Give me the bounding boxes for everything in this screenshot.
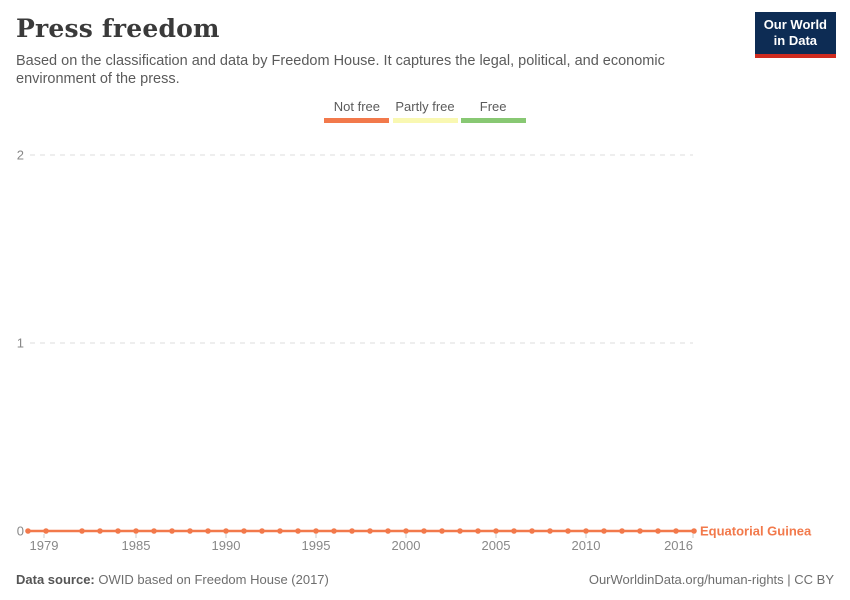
data-source-label: Data source:	[16, 572, 95, 587]
data-point-2012[interactable]	[619, 528, 625, 534]
data-point-1991[interactable]	[241, 528, 247, 534]
data-point-1983[interactable]	[97, 528, 103, 534]
data-point-2005[interactable]	[493, 528, 499, 534]
data-point-1989[interactable]	[205, 528, 211, 534]
data-point-2014[interactable]	[655, 528, 661, 534]
x-axis-tick-label-1979: 1979	[30, 538, 59, 553]
data-source-text: OWID based on Freedom House (2017)	[94, 572, 329, 587]
line-chart-svg[interactable]: 0 1 2 1979 1985 1990 1995 2000 2005 2010 2016 Equat…	[0, 132, 850, 556]
legend-item-free[interactable]: Free	[460, 99, 526, 123]
y-axis-tick-label-1: 1	[17, 336, 24, 351]
data-point-1998[interactable]	[367, 528, 373, 534]
data-point-1985[interactable]	[133, 528, 139, 534]
data-point-1992[interactable]	[259, 528, 265, 534]
page-title: Press freedom	[16, 14, 220, 43]
data-point-2007[interactable]	[529, 528, 535, 534]
legend-item-not-free[interactable]: Not free	[324, 99, 390, 123]
data-point-1986[interactable]	[151, 528, 157, 534]
footer-link[interactable]: OurWorldinData.org/human-rights | CC BY	[588, 572, 834, 587]
data-point-2008[interactable]	[547, 528, 553, 534]
data-point-1990[interactable]	[223, 528, 229, 534]
data-point-2013[interactable]	[637, 528, 643, 534]
x-axis-tick-label-2016: 2016	[664, 538, 693, 553]
data-point-2011[interactable]	[601, 528, 607, 534]
data-point-1995[interactable]	[313, 528, 319, 534]
x-axis-tick-label-2000: 2000	[392, 538, 421, 553]
x-axis-tick-label-2005: 2005	[482, 538, 511, 553]
data-point-2009[interactable]	[565, 528, 571, 534]
data-point-2006[interactable]	[511, 528, 517, 534]
chart-header: Press freedom Based on the classificatio…	[16, 14, 730, 88]
owid-logo[interactable]: Our World in Data	[754, 12, 836, 58]
data-point-1982[interactable]	[79, 528, 85, 534]
data-point-2004[interactable]	[475, 528, 481, 534]
legend-label: Not free	[333, 99, 380, 114]
data-point-1996[interactable]	[331, 528, 337, 534]
chart-area[interactable]: 0 1 2 1979 1985 1990 1995 2000 2005 2010 2016 Equat…	[0, 132, 850, 556]
x-axis-tick-label-1990: 1990	[212, 538, 241, 553]
legend-color-swatch	[392, 118, 458, 123]
legend-color-swatch	[324, 118, 390, 123]
data-point-1988[interactable]	[187, 528, 193, 534]
chart-footer: Data source: OWID based on Freedom House…	[16, 572, 834, 587]
data-point-1997[interactable]	[349, 528, 355, 534]
y-axis-tick-label-2: 2	[17, 148, 24, 163]
x-axis-tick-label-1985: 1985	[122, 538, 151, 553]
data-point-1993[interactable]	[277, 528, 283, 534]
data-source-note: Data source: OWID based on Freedom House…	[16, 572, 329, 587]
data-point-1994[interactable]	[295, 528, 301, 534]
owid-logo-line1: Our World	[763, 17, 827, 32]
legend-color-swatch	[460, 118, 526, 123]
y-axis-tick-label-0: 0	[17, 524, 24, 539]
x-axis-tick-label-2010: 2010	[572, 538, 601, 553]
data-point-1987[interactable]	[169, 528, 175, 534]
data-point-2001[interactable]	[421, 528, 427, 534]
data-point-2016[interactable]	[691, 528, 697, 534]
category-legend: Not free Partly free Free	[0, 99, 850, 123]
data-point-1984[interactable]	[115, 528, 121, 534]
data-point-1980[interactable]	[43, 528, 49, 534]
data-point-1999[interactable]	[385, 528, 391, 534]
data-point-2000[interactable]	[403, 528, 409, 534]
data-point-1979[interactable]	[25, 528, 31, 534]
chart-subtitle: Based on the classification and data by …	[16, 53, 665, 88]
legend-label: Partly free	[395, 99, 455, 114]
legend-label: Free	[479, 99, 507, 114]
x-axis-tick-label-1995: 1995	[302, 538, 331, 553]
data-point-2015[interactable]	[673, 528, 679, 534]
owid-logo-line2: in Data	[773, 33, 818, 49]
data-point-2003[interactable]	[457, 528, 463, 534]
entity-label[interactable]: Equatorial Guinea	[700, 524, 812, 539]
data-point-2002[interactable]	[439, 528, 445, 534]
data-point-2010[interactable]	[583, 528, 589, 534]
legend-item-partly-free[interactable]: Partly free	[391, 99, 458, 123]
